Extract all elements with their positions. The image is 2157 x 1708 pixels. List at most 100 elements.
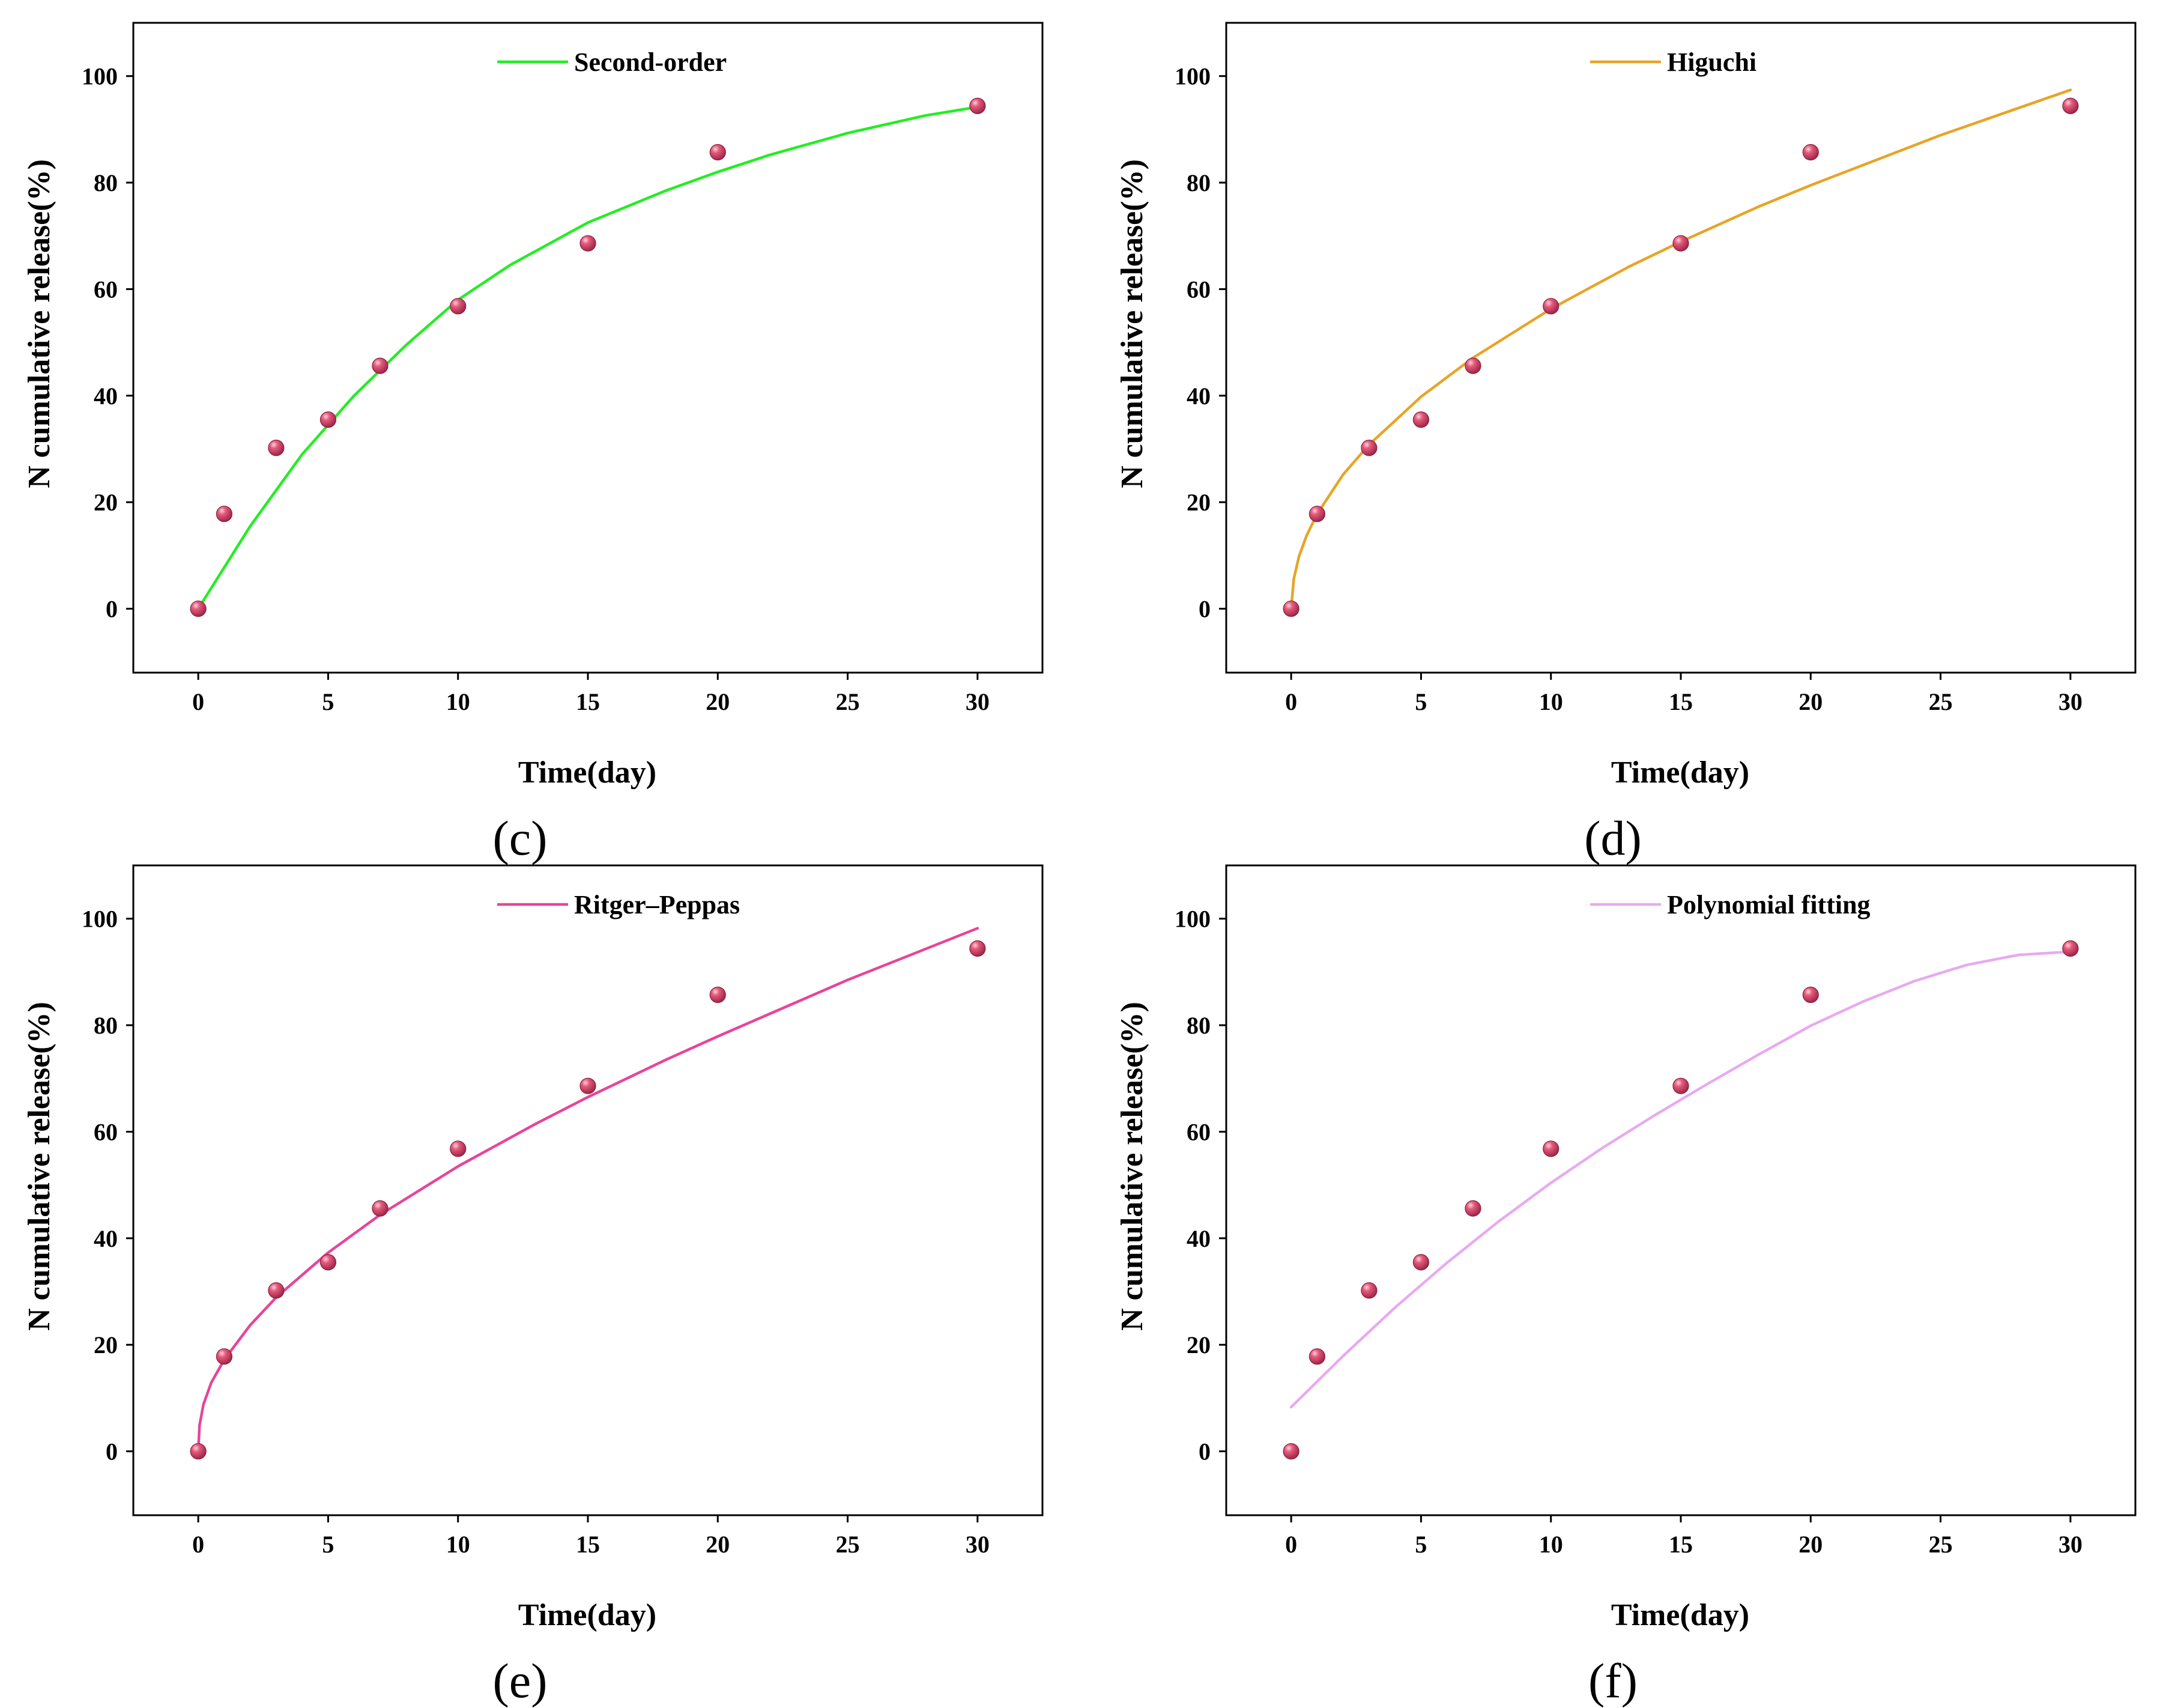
- data-point: [319, 411, 337, 428]
- fit-curve: [196, 927, 979, 1453]
- chart-panel-2: 0 20 40 60 80 100 0 5 10 15 20 25 30 Time(day) N cumul…: [22, 864, 1044, 1708]
- data-point: [709, 144, 726, 161]
- data-point: [1412, 1254, 1430, 1271]
- y-tick-label: 80: [94, 169, 118, 196]
- y-tick-label: 40: [1187, 1225, 1211, 1252]
- plot-frame: [132, 864, 1044, 1516]
- data-point: [969, 97, 986, 114]
- data-point: [1283, 1443, 1299, 1460]
- x-tick-label: 15: [576, 1531, 600, 1558]
- y-tick-label: 20: [1187, 1331, 1211, 1358]
- data-point: [216, 506, 232, 522]
- x-tick-label: 5: [322, 1531, 334, 1558]
- fit-curve: [1289, 950, 2072, 1409]
- x-tick-label: 15: [1669, 1531, 1693, 1558]
- x-tick-label: 0: [192, 688, 204, 715]
- y-axis-title: N cumulative release(%): [1115, 1002, 1149, 1331]
- y-tick-label: 20: [94, 489, 118, 516]
- y-tick-label: 20: [94, 1331, 118, 1358]
- data-point: [1802, 144, 1819, 161]
- x-tick-label: 20: [706, 1531, 730, 1558]
- y-tick-label: 40: [94, 383, 118, 410]
- x-tick-label: 10: [1539, 688, 1563, 715]
- legend-label: Ritger–Peppas: [574, 890, 740, 919]
- data-point: [1465, 357, 1481, 374]
- data-point: [268, 440, 285, 456]
- data-point: [268, 1282, 285, 1299]
- x-tick-label: 15: [1669, 688, 1693, 715]
- data-point: [450, 298, 467, 315]
- data-point: [1412, 411, 1430, 428]
- x-axis-title: Time(day): [518, 756, 656, 790]
- data-point: [216, 1348, 232, 1365]
- x-tick-label: 20: [1799, 1531, 1823, 1558]
- chart-panel-3: 0 20 40 60 80 100 0 5 10 15 20 25 30 Time(day) N cumul…: [1115, 864, 2137, 1708]
- y-tick-label: 80: [1187, 1012, 1211, 1039]
- x-tick-label: 0: [1285, 688, 1297, 715]
- x-tick-label: 30: [2059, 1531, 2083, 1558]
- panel-label: (d): [1584, 811, 1642, 865]
- data-point: [2062, 940, 2079, 957]
- x-tick-label: 30: [2059, 688, 2083, 715]
- data-point: [190, 600, 207, 617]
- y-tick-label: 0: [106, 596, 118, 623]
- legend-label: Higuchi: [1667, 47, 1756, 77]
- data-point: [450, 1140, 467, 1157]
- x-tick-label: 30: [966, 688, 990, 715]
- fit-curve: [1289, 88, 2072, 610]
- y-tick-label: 0: [106, 1438, 118, 1465]
- x-axis-title: Time(day): [1611, 756, 1749, 790]
- legend-label: Polynomial fitting: [1667, 890, 1871, 919]
- x-tick-label: 5: [322, 688, 334, 715]
- data-point: [1672, 235, 1689, 252]
- x-tick-label: 25: [1929, 688, 1953, 715]
- data-point: [372, 1200, 389, 1217]
- y-tick-label: 60: [94, 276, 118, 303]
- y-tick-label: 0: [1199, 596, 1211, 623]
- y-axis-title: N cumulative release(%): [1115, 159, 1149, 488]
- panel-label: (c): [492, 811, 547, 865]
- x-tick-label: 20: [706, 688, 730, 715]
- data-point: [1361, 1282, 1378, 1299]
- data-point: [319, 1254, 337, 1271]
- x-tick-label: 0: [1285, 1531, 1297, 1558]
- data-point: [1543, 298, 1560, 315]
- y-tick-label: 20: [1187, 489, 1211, 516]
- y-tick-label: 60: [1187, 276, 1211, 303]
- data-point: [190, 1443, 207, 1460]
- y-tick-label: 100: [1175, 63, 1211, 90]
- x-tick-label: 20: [1799, 688, 1823, 715]
- y-tick-label: 0: [1199, 1438, 1211, 1465]
- y-tick-label: 100: [82, 63, 118, 90]
- data-point: [1672, 1077, 1689, 1094]
- data-point: [372, 357, 389, 374]
- y-tick-label: 40: [1187, 383, 1211, 410]
- plot-frame: [1225, 22, 2137, 674]
- data-point: [1361, 440, 1378, 456]
- x-tick-label: 30: [966, 1531, 990, 1558]
- x-axis-title: Time(day): [1611, 1598, 1749, 1632]
- x-axis-title: Time(day): [518, 1598, 656, 1632]
- x-tick-label: 25: [1929, 1531, 1953, 1558]
- data-point: [1543, 1140, 1560, 1157]
- y-tick-label: 60: [94, 1118, 118, 1145]
- x-tick-label: 5: [1415, 688, 1427, 715]
- data-point: [1308, 1348, 1325, 1365]
- y-tick-label: 80: [94, 1012, 118, 1039]
- data-point: [1283, 600, 1299, 617]
- x-tick-label: 25: [836, 688, 860, 715]
- x-tick-label: 5: [1415, 1531, 1427, 1558]
- data-point: [1465, 1200, 1481, 1217]
- y-tick-label: 60: [1187, 1118, 1211, 1145]
- data-point: [1308, 506, 1325, 522]
- data-point: [969, 940, 986, 957]
- y-tick-label: 80: [1187, 169, 1211, 196]
- data-point: [579, 1077, 596, 1094]
- y-axis-title: N cumulative release(%): [22, 1002, 56, 1331]
- x-tick-label: 10: [446, 1531, 470, 1558]
- data-point: [1802, 986, 1819, 1004]
- fit-curve: [196, 105, 979, 610]
- x-tick-label: 25: [836, 1531, 860, 1558]
- panel-label: (e): [492, 1653, 547, 1708]
